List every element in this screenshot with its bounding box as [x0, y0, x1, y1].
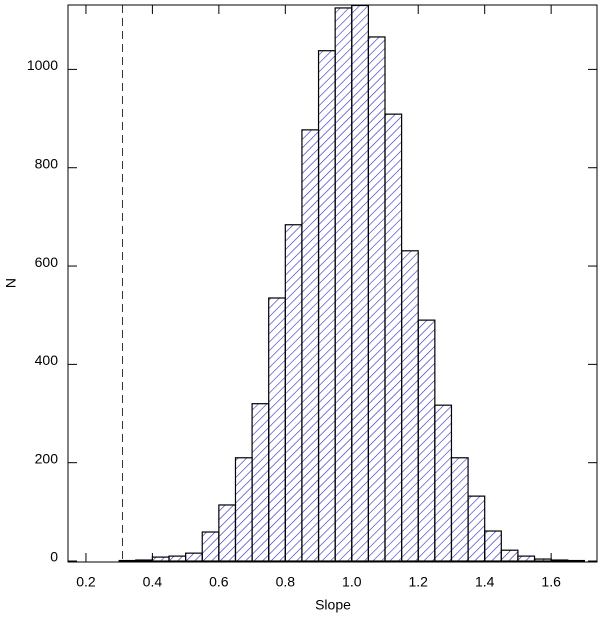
bar	[450, 457, 469, 562]
plot-frame	[67, 4, 598, 563]
bar	[268, 297, 286, 562]
bar	[301, 129, 320, 562]
y-tick-label: 200	[35, 450, 59, 466]
x-tick-label: 0.6	[209, 574, 229, 590]
bar	[550, 559, 569, 562]
y-tick-label: 1000	[27, 57, 58, 73]
bar	[434, 404, 453, 562]
x-tick-label: 1.2	[408, 574, 428, 590]
bar	[417, 319, 436, 562]
x-tick-label: 0.8	[276, 574, 296, 590]
bar	[185, 552, 203, 562]
bar	[234, 457, 253, 562]
bar	[517, 555, 536, 562]
x-tick-label: 1.6	[541, 574, 561, 590]
bar	[201, 531, 220, 562]
bar	[401, 250, 419, 562]
y-tick-label: 600	[35, 254, 59, 270]
x-tick-label: 1.0	[342, 574, 362, 590]
y-axis-title: N	[3, 278, 19, 288]
y-tick-label: 400	[35, 352, 59, 368]
bar	[251, 403, 270, 562]
y-tick-label: 0	[50, 549, 58, 565]
x-tick-label: 1.4	[475, 574, 495, 590]
bar	[334, 7, 353, 562]
x-tick-label: 0.2	[76, 574, 96, 590]
bar	[284, 224, 303, 562]
x-tick-label: 0.4	[143, 574, 163, 590]
bar	[367, 36, 386, 562]
bar	[384, 113, 403, 562]
bar	[135, 559, 154, 562]
bar	[151, 556, 170, 562]
bar	[351, 4, 369, 562]
bar	[500, 549, 519, 562]
bar	[484, 530, 502, 562]
bar	[467, 495, 486, 562]
x-axis-title: Slope	[315, 597, 351, 613]
bar	[168, 555, 187, 562]
bar	[533, 558, 552, 562]
bar	[317, 50, 336, 562]
y-tick-label: 800	[35, 155, 59, 171]
bar	[218, 504, 237, 562]
